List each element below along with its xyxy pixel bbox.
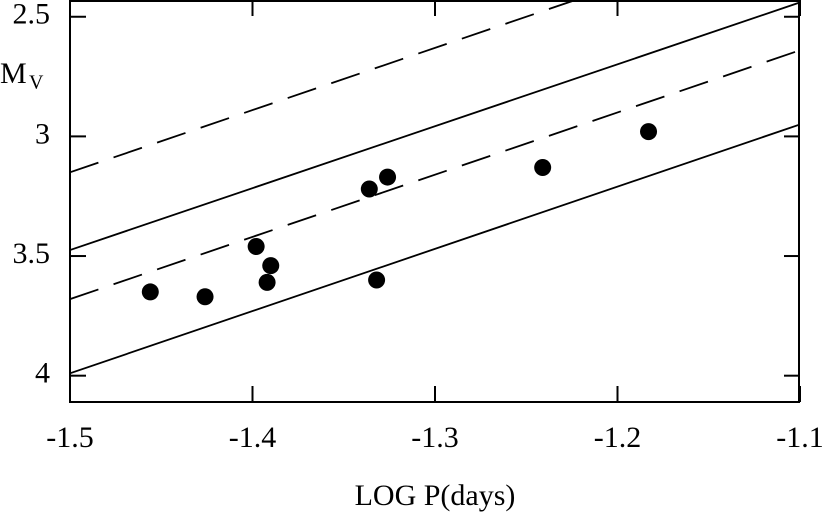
plot-area [70,0,800,375]
y-tick-label: 4 [35,357,50,390]
y-tick-label: 3.5 [13,237,51,270]
x-tick-label: -1.2 [594,421,642,454]
data-point [247,237,265,255]
plot-frame [69,0,800,403]
dashed-fit-line [70,0,579,174]
data-point [141,283,159,301]
data-point [640,123,658,141]
y-tick-label: 2.5 [13,0,51,31]
data-point [379,168,397,186]
data-point [196,288,214,306]
x-tick-label: -1.5 [46,421,94,454]
x-tick-label: -1.1 [776,421,824,454]
data-point [534,159,552,176]
fit-line [70,123,800,375]
x-axis-label: LOG P(days) [355,479,516,512]
y-axis-label-sub: V [29,72,44,94]
x-tick-label: -1.3 [411,421,459,454]
y-axis-label: M [0,57,27,90]
data-point [258,273,276,291]
data-point [360,180,378,198]
data-point [368,271,386,289]
x-tick-label: -1.4 [229,421,277,454]
y-tick-label: 3 [35,117,50,150]
fit-line [70,1,800,251]
data-point [262,257,280,275]
dashed-fit-line [70,49,800,300]
